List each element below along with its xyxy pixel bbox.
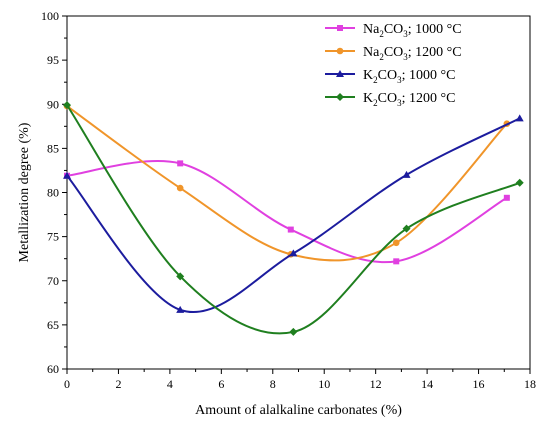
x-tick-label: 2 [115, 377, 121, 391]
data-point [63, 101, 71, 110]
y-tick-label: 90 [47, 97, 59, 111]
legend-text-part: ; 1200 °C [402, 91, 456, 106]
y-tick-label: 70 [47, 274, 59, 288]
legend-text-part: ; 1000 °C [408, 22, 462, 37]
data-point [289, 249, 298, 257]
legend-subscript: 2 [379, 52, 384, 62]
legend-text-part: K [363, 68, 373, 83]
data-point [177, 160, 184, 167]
y-tick-label: 80 [47, 186, 59, 200]
legend-marker [336, 70, 344, 77]
data-point [402, 170, 411, 178]
legend-label: Na2CO3; 1000 °C [363, 22, 462, 39]
series-4 [63, 101, 524, 336]
legend-item-1: Na2CO3; 1000 °C [325, 22, 462, 39]
legend-subscript: 3 [397, 98, 402, 108]
legend-label: K2CO3; 1000 °C [363, 68, 455, 85]
x-tick-label: 8 [270, 377, 276, 391]
data-point [393, 258, 400, 265]
legend-text-part: CO [378, 68, 397, 83]
legend-text-part: CO [384, 45, 403, 60]
legend-label: K2CO3; 1200 °C [363, 91, 455, 108]
y-tick-label: 95 [47, 53, 59, 67]
legend-marker [336, 47, 344, 55]
legend-text-part: Na [363, 22, 380, 37]
y-tick-label: 100 [41, 9, 59, 23]
legend-text-part: ; 1200 °C [408, 45, 462, 60]
legend-item-4: K2CO3; 1200 °C [325, 91, 455, 108]
y-tick-label: 75 [47, 230, 59, 244]
data-point [176, 305, 185, 313]
plot-border [66, 15, 531, 370]
x-tick-label: 0 [64, 377, 70, 391]
legend-item-3: K2CO3; 1000 °C [325, 68, 455, 85]
data-point [176, 184, 184, 192]
x-axis: 0 2 4 6 8 10 12 14 16 18 [64, 369, 536, 391]
series-2 [63, 102, 511, 262]
series-line [66, 117, 521, 313]
y-axis: 60 65 70 75 80 85 90 95 100 [41, 9, 67, 376]
data-point [287, 226, 294, 233]
data-point [515, 178, 524, 187]
x-tick-label: 6 [218, 377, 224, 391]
x-tick-label: 16 [473, 377, 485, 391]
series-1 [64, 160, 510, 265]
data-point [392, 239, 400, 247]
legend-subscript: 2 [373, 98, 378, 108]
y-tick-label: 60 [47, 362, 59, 376]
legend-text-part: K [363, 91, 373, 106]
y-tick-label: 85 [47, 141, 59, 155]
legend-subscript: 2 [379, 29, 384, 39]
series-line [66, 104, 521, 335]
legend-marker [337, 25, 343, 31]
plot-frame [66, 15, 531, 370]
series-line [66, 105, 508, 262]
series-layer [63, 101, 524, 336]
legend-subscript: 3 [403, 52, 408, 62]
x-tick-label: 18 [524, 377, 536, 391]
data-point [503, 194, 510, 201]
y-tick-label: 65 [47, 318, 59, 332]
data-point [63, 171, 71, 179]
x-tick-label: 4 [167, 377, 173, 391]
x-tick-label: 12 [370, 377, 382, 391]
legend-item-2: Na2CO3; 1200 °C [325, 45, 462, 62]
data-point [176, 272, 185, 281]
data-point [402, 224, 411, 233]
legend-subscript: 3 [397, 75, 402, 85]
legend-subscript: 3 [403, 29, 408, 39]
legend-text-part: CO [378, 91, 397, 106]
x-axis-title: Amount of alalkaline carbonates (%) [195, 403, 402, 418]
legend-text-part: CO [384, 22, 403, 37]
x-tick-label: 10 [318, 377, 330, 391]
y-axis-title: Metallization degree (%) [17, 122, 32, 262]
x-tick-label: 14 [421, 377, 433, 391]
series-3 [63, 114, 524, 313]
data-point [515, 114, 524, 122]
legend-text-part: Na [363, 45, 380, 60]
legend-label: Na2CO3; 1200 °C [363, 45, 462, 62]
legend-text-part: ; 1000 °C [402, 68, 456, 83]
legend-marker [336, 93, 344, 101]
legend-subscript: 2 [373, 75, 378, 85]
data-point [289, 327, 298, 336]
